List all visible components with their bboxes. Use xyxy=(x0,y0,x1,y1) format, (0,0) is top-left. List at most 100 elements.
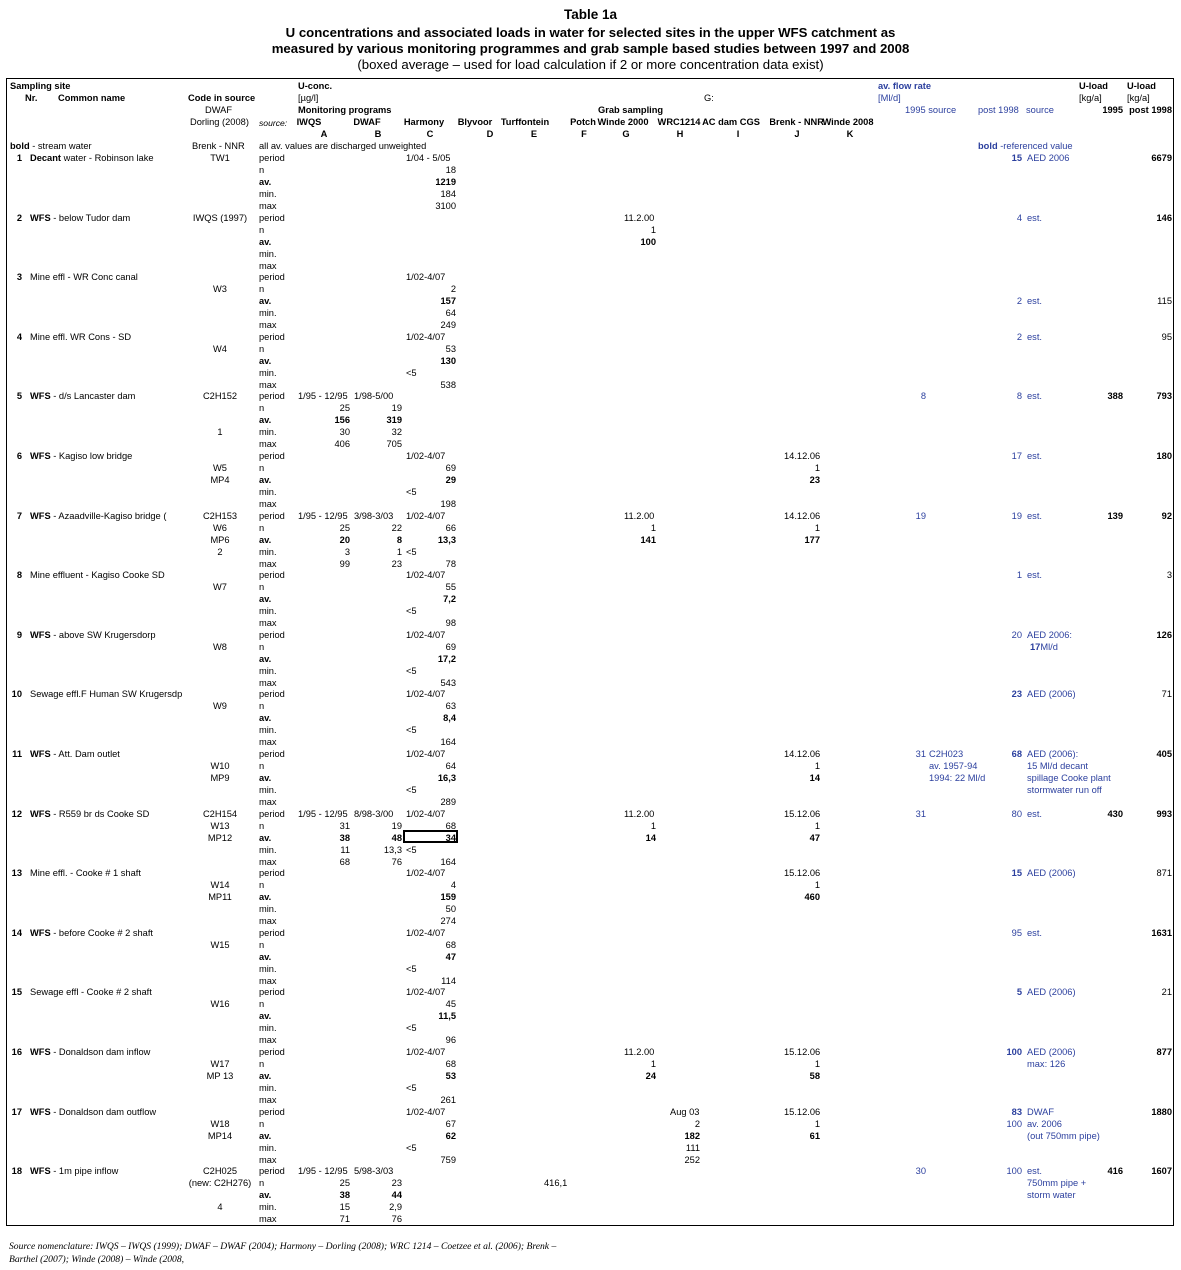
row-label: period xyxy=(259,630,285,640)
flow-post1998: 23 xyxy=(1011,689,1022,699)
value-C: 157 xyxy=(440,296,456,306)
value-B: 44 xyxy=(391,1190,402,1200)
uload-post1998: 115 xyxy=(1157,296,1172,306)
uload-post1998: 146 xyxy=(1156,213,1172,223)
site-number: 11 xyxy=(12,749,22,759)
row-label: av. xyxy=(259,535,272,545)
hdr-av-flow: av. flow rate xyxy=(878,81,932,91)
value-G: 11.2.00 xyxy=(624,213,655,223)
uload-post1998: 126 xyxy=(1156,630,1172,640)
flow-post1998: 2 xyxy=(1016,332,1022,342)
col-D-name: Blyvoor xyxy=(457,117,493,127)
flow-source: 750mm pipe + xyxy=(1027,1178,1087,1188)
value-J: 1 xyxy=(814,1059,820,1069)
value-B: 19 xyxy=(391,821,402,831)
row-label: max xyxy=(259,499,277,509)
value-J: 1 xyxy=(814,1119,820,1129)
value-C: 64 xyxy=(445,761,456,771)
col-C-letter: C xyxy=(426,129,434,139)
value-C: 130 xyxy=(440,356,456,366)
hdr-nr: Nr. xyxy=(25,93,38,103)
value-H: 182 xyxy=(684,1131,700,1141)
site-number: 16 xyxy=(11,1047,22,1057)
value-C: 1/02-4/07 xyxy=(406,987,446,997)
col-H-letter: H xyxy=(676,129,684,139)
site-code: C2H154 xyxy=(202,809,238,819)
value-C: 11,5 xyxy=(438,1011,456,1021)
value-J: 58 xyxy=(809,1071,820,1081)
row-label: av. xyxy=(259,177,272,187)
hdr-brenk: Brenk - NNR xyxy=(192,141,245,151)
col-I-letter: I xyxy=(736,129,740,139)
value-B: 705 xyxy=(386,439,402,449)
col-F-name: Potch xyxy=(570,117,596,127)
row-label: period xyxy=(259,987,285,997)
site-code: W10 xyxy=(210,761,230,771)
uload-1995: 430 xyxy=(1107,809,1123,819)
col-D-letter: D xyxy=(486,129,494,139)
site-name: WFS - Kagiso low bridge xyxy=(30,451,133,461)
row-label: min. xyxy=(259,487,277,497)
value-J: 14.12.06 xyxy=(784,451,821,461)
hdr-kga-2: [kg/a] xyxy=(1127,93,1150,103)
site-name: WFS - before Cooke # 2 shaft xyxy=(30,928,153,938)
row-label: n xyxy=(259,523,265,533)
flow-1995-source: av. 1957-94 xyxy=(929,761,978,771)
value-B: 1/98-5/00 xyxy=(354,391,394,401)
site-name: Mine effl - WR Conc canal xyxy=(30,272,138,282)
row-label: n xyxy=(259,642,265,652)
site-name: WFS - above SW Krugersdorp xyxy=(30,630,156,640)
value-C: 17,2 xyxy=(437,654,456,664)
hdr-source-label: source: xyxy=(259,118,288,128)
row-label: min. xyxy=(259,606,277,616)
value-J: 460 xyxy=(804,892,820,902)
row-label: period xyxy=(259,153,285,163)
hdr-bold-ref: bold -referenced value xyxy=(978,141,1073,151)
value-A: 25 xyxy=(339,523,350,533)
value-C: 1/02-4/07 xyxy=(406,451,446,461)
site-name: Sewage effl - Cooke # 2 shaft xyxy=(30,987,152,997)
site-name: Decant water - Robinson lake xyxy=(30,153,154,163)
row-label: max xyxy=(259,678,277,688)
boxed-average-marker xyxy=(403,830,458,843)
value-E: 416,1 xyxy=(544,1178,568,1188)
row-label: max xyxy=(259,320,277,330)
value-C: 1/02-4/07 xyxy=(406,689,446,699)
value-G: 141 xyxy=(640,535,656,545)
site-code: (new: C2H276) xyxy=(188,1178,252,1188)
col-G-letter: G xyxy=(622,129,630,139)
flow-source: AED (2006) xyxy=(1027,868,1076,878)
value-A: 30 xyxy=(339,427,350,437)
value-C: 68 xyxy=(445,821,456,831)
table-title-line1: U concentrations and associated loads in… xyxy=(285,25,896,40)
flow-source: est. xyxy=(1027,809,1042,819)
row-label: av. xyxy=(259,1190,272,1200)
flow-1995: 19 xyxy=(915,511,926,521)
value-C: 45 xyxy=(445,999,456,1009)
flow-source: est. xyxy=(1027,213,1042,223)
value-C: 289 xyxy=(440,797,456,807)
value-B: 3/98-3/03 xyxy=(354,511,394,521)
site-code: W3 xyxy=(213,284,227,294)
flow-source: est. xyxy=(1027,296,1042,306)
table-subtitle: (boxed average – used for load calculati… xyxy=(357,57,824,72)
row-label: min. xyxy=(259,845,277,855)
flow-post1998-2: 100 xyxy=(1006,1119,1022,1129)
flow-post1998: 2 xyxy=(1016,296,1022,306)
value-J: 1 xyxy=(814,761,820,771)
col-B-letter: B xyxy=(374,129,382,139)
row-label: n xyxy=(259,165,265,175)
row-label: min. xyxy=(259,785,277,795)
value-A: 68 xyxy=(339,857,350,867)
flow-source: storm water xyxy=(1027,1190,1076,1200)
flow-source: DWAF xyxy=(1027,1107,1055,1117)
row-label: period xyxy=(259,809,285,819)
value-C: 68 xyxy=(445,940,456,950)
hdr-uload-1: U-load xyxy=(1079,81,1108,91)
hdr-sampling-site: Sampling site xyxy=(10,81,71,91)
value-C: 29 xyxy=(445,475,456,485)
value-C: <5 xyxy=(406,964,417,974)
site-code: W18 xyxy=(210,1119,230,1129)
site-code: 2 xyxy=(217,547,223,557)
value-C: 1/02-4/07 xyxy=(406,928,446,938)
